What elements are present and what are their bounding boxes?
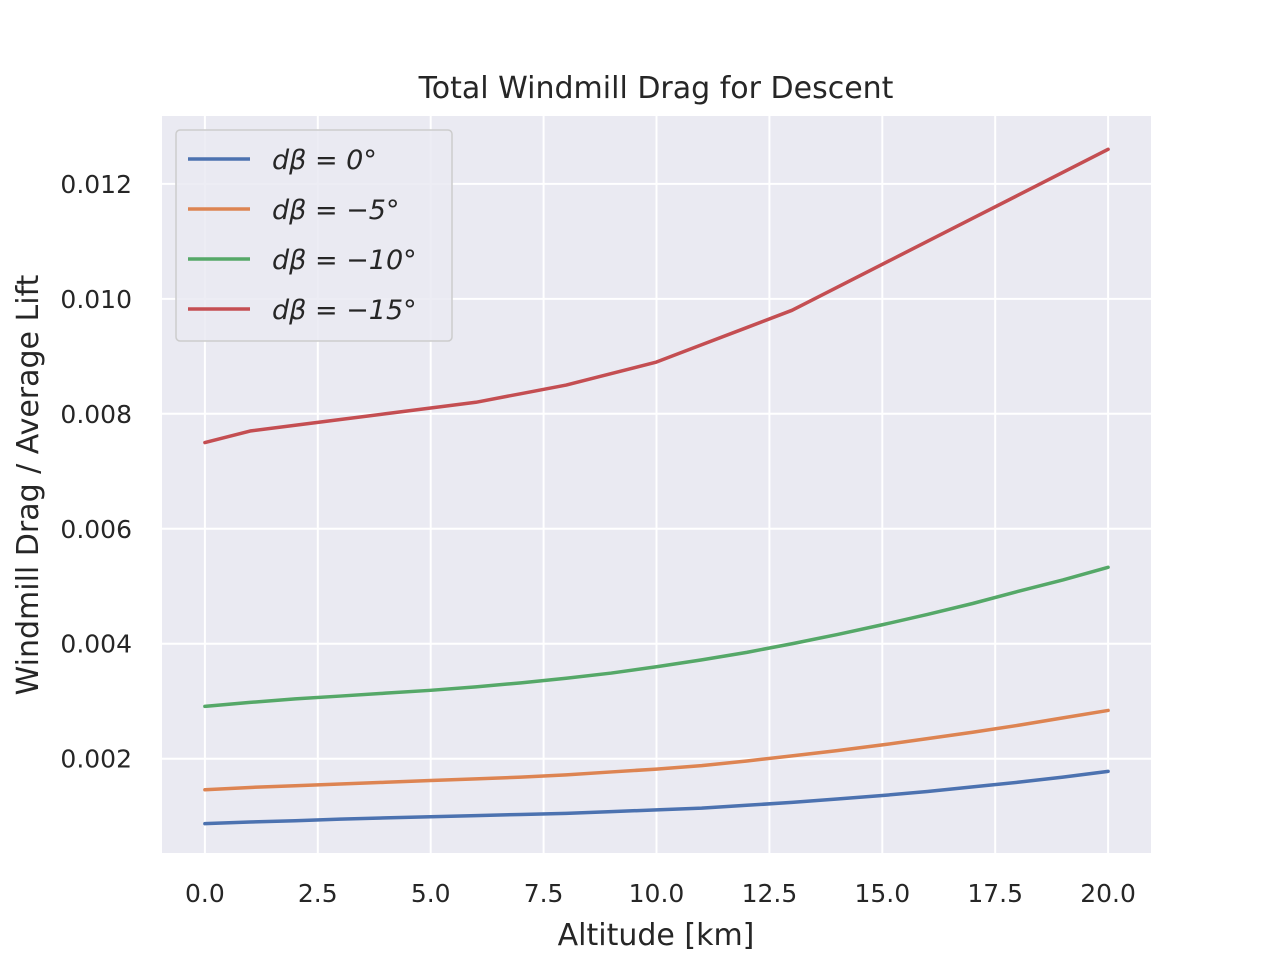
chart-title: Total Windmill Drag for Descent xyxy=(418,71,894,106)
x-tick-label: 2.5 xyxy=(298,879,338,908)
x-tick-label: 0.0 xyxy=(185,879,225,908)
series-lines xyxy=(203,147,1110,826)
x-tick-label: 15.0 xyxy=(854,879,910,908)
legend-box xyxy=(175,129,453,342)
x-tick-label: 10.0 xyxy=(629,879,685,908)
legend-label: dβ = −15° xyxy=(272,295,417,326)
y-tick-label: 0.004 xyxy=(60,630,132,659)
series-line-4 xyxy=(203,147,1110,445)
legend: dβ = 0° dβ = −5° dβ = −10° dβ = −15° xyxy=(175,129,453,342)
y-tick-label: 0.010 xyxy=(60,285,132,314)
x-tick-label: 12.5 xyxy=(742,879,798,908)
y-tick-label: 0.012 xyxy=(60,170,132,199)
series-line-1 xyxy=(203,769,1110,826)
x-axis-label: Altitude [km] xyxy=(558,918,755,953)
legend-label: dβ = 0° xyxy=(272,145,377,176)
x-tick-label: 5.0 xyxy=(411,879,451,908)
y-axis-label: Windmill Drag / Average Lift xyxy=(11,274,46,695)
x-tick-label: 7.5 xyxy=(524,879,564,908)
y-tick-labels: 0.002 0.004 0.006 0.008 0.010 0.012 xyxy=(60,170,132,774)
y-tick-label: 0.008 xyxy=(60,400,132,429)
series-line-2 xyxy=(203,708,1110,792)
x-tick-label: 20.0 xyxy=(1080,879,1136,908)
x-tick-label: 17.5 xyxy=(967,879,1023,908)
legend-label: dβ = −10° xyxy=(272,245,417,276)
series-line-3 xyxy=(203,565,1110,709)
legend-label: dβ = −5° xyxy=(272,195,399,226)
x-tick-labels: 0.0 2.5 5.0 7.5 10.0 12.5 15.0 17.5 20.0 xyxy=(185,879,1136,908)
y-tick-label: 0.002 xyxy=(60,745,132,774)
y-tick-label: 0.006 xyxy=(60,515,132,544)
